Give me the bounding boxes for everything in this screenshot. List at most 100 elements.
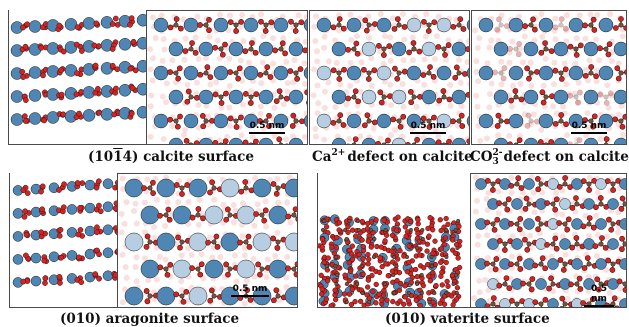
calcium-atom [392,90,406,104]
faded-oxygen-atom [474,198,480,204]
oxygen-atom [358,299,363,304]
faded-oxygen-atom [473,58,479,64]
faded-oxygen-atom [134,278,140,284]
faded-oxygen-atom [423,11,429,17]
faded-oxygen-atom [620,132,626,138]
oxygen-atom [535,227,540,232]
faded-oxygen-atom [283,136,289,142]
faded-oxygen-atom [616,60,622,66]
oxygen-atom [390,233,395,238]
oxygen-atom [366,278,371,283]
scale-bar: 0.5 nm [584,284,614,307]
faded-oxygen-atom [326,58,332,64]
oxygen-atom [174,123,181,130]
faded-oxygen-atom [284,89,290,95]
faded-oxygen-atom [120,299,126,305]
calcium-atom [362,138,376,145]
oxygen-atom [94,21,99,26]
oxygen-atom [260,217,267,224]
faded-oxygen-atom [255,201,261,207]
oxygen-atom [112,112,117,117]
oxygen-atom [373,300,378,305]
carbon-atom [430,255,434,259]
oxygen-atom [350,287,355,292]
faded-oxygen-atom [274,230,280,236]
oxygen-atom [242,139,249,145]
calcium-atom [253,179,271,197]
faded-oxygen-atom [311,24,317,30]
faded-oxygen-atom [313,14,319,20]
faded-oxygen-atom [215,38,221,44]
faded-oxygen-atom [559,211,565,217]
oxygen-atom [200,113,205,118]
faded-oxygen-atom [304,14,308,20]
oxygen-atom [524,196,530,202]
faded-oxygen-atom [509,104,515,110]
faded-oxygen-atom [489,81,495,87]
calcium-atom [137,14,146,26]
calcium-atom [584,239,595,250]
oxygen-atom [365,221,370,226]
faded-oxygen-atom [165,199,171,205]
carbon-atom [336,273,340,277]
faded-oxygen-atom [538,11,544,17]
calcium-atom [29,89,41,101]
calcium-atom [67,227,77,237]
calcium-atom [157,233,175,251]
faded-oxygen-atom [620,33,626,39]
oxygen-atom [427,64,433,70]
faded-oxygen-atom [270,61,276,67]
faded-oxygen-atom [265,257,271,263]
oxygen-atom [374,282,379,287]
oxygen-atom [624,25,627,30]
oxygen-atom [428,215,433,220]
faded-oxygen-atom [321,45,327,51]
calcium-atom [214,18,228,32]
calcium-atom [539,18,553,32]
oxygen-atom [377,270,382,275]
oxygen-atom [360,238,365,243]
oxygen-atom [59,92,64,97]
oxygen-atom [291,113,296,118]
calcium-atom [614,42,627,56]
oxygen-atom [98,209,103,214]
faded-oxygen-atom [206,34,212,40]
faded-oxygen-atom [472,27,478,33]
calcium-atom [141,260,159,278]
faded-oxygen-atom [563,81,569,87]
oxygen-atom [174,16,180,22]
faded-oxygen-atom [401,37,407,43]
faded-oxygen-atom [593,36,599,42]
oxygen-atom [394,76,400,82]
oxygen-atom [604,136,610,142]
faded-oxygen-atom [217,254,223,260]
oxygen-atom [144,244,150,250]
faded-oxygen-atom [476,35,482,41]
faded-oxygen-atom [263,198,269,204]
oxygen-atom [557,184,562,189]
faded-oxygen-atom [484,135,490,141]
oxygen-atom [96,179,101,184]
faded-oxygen-atom [287,220,293,226]
faded-oxygen-atom [199,251,205,257]
faded-oxygen-atom [476,278,482,284]
calcium-atom [467,66,470,80]
calcium-atom [289,90,303,104]
carbon-atom [430,264,434,268]
oxygen-atom [42,280,47,285]
oxygen-atom [619,247,624,252]
oxygen-atom [491,226,498,233]
oxygen-atom [410,40,417,47]
faded-oxygen-atom [400,81,406,87]
calcium-atom [29,20,41,32]
oxygen-atom [25,191,30,196]
carbon-atom [452,282,456,286]
faded-oxygen-atom [193,34,199,40]
oxygen-atom [347,292,352,297]
calcium-atom [11,91,23,103]
oxygen-atom [395,16,402,23]
faded-oxygen-atom [574,35,580,41]
faded-oxygen-atom [495,132,501,138]
scale-bar-label: 0.5 nm [233,284,268,294]
oxygen-atom [442,242,447,247]
